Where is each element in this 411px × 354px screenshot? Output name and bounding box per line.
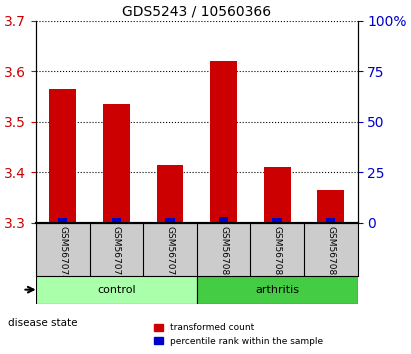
Bar — [103, 104, 130, 223]
Text: control: control — [97, 285, 136, 295]
Bar — [210, 61, 237, 223]
Bar — [317, 190, 344, 223]
Text: disease state: disease state — [8, 318, 78, 328]
Bar — [326, 218, 335, 223]
Legend: transformed count, percentile rank within the sample: transformed count, percentile rank withi… — [150, 320, 327, 349]
Bar — [272, 218, 282, 223]
Bar — [219, 217, 228, 223]
Text: GSM567075: GSM567075 — [112, 225, 121, 281]
Text: GSM567082: GSM567082 — [326, 225, 335, 280]
FancyBboxPatch shape — [197, 275, 358, 304]
Bar — [58, 218, 67, 223]
Title: GDS5243 / 10560366: GDS5243 / 10560366 — [122, 4, 271, 18]
Bar — [112, 218, 121, 223]
Text: arthritis: arthritis — [255, 285, 299, 295]
Bar — [264, 167, 291, 223]
FancyBboxPatch shape — [36, 275, 197, 304]
Bar — [165, 218, 175, 223]
Bar — [157, 165, 183, 223]
Bar — [49, 89, 76, 223]
Text: GSM567081: GSM567081 — [272, 225, 282, 281]
Text: GSM567074: GSM567074 — [58, 225, 67, 280]
Text: GSM567076: GSM567076 — [166, 225, 174, 281]
Text: GSM567080: GSM567080 — [219, 225, 228, 281]
